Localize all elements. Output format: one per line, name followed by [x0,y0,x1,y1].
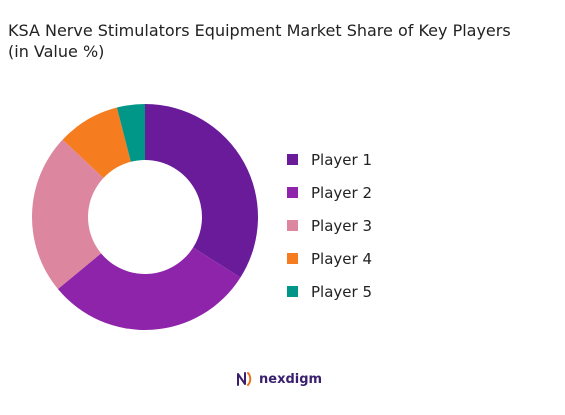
legend-swatch-player-1 [287,154,298,165]
legend-swatch-player-5 [287,286,298,297]
legend-item-player-3: Player 3 [287,209,372,242]
legend-label-player-1: Player 1 [311,150,372,169]
chart-title-line-2: (in Value %) [8,42,105,61]
legend-swatch-player-4 [287,253,298,264]
donut-slice-player-1 [145,104,258,278]
legend-label-player-3: Player 3 [311,216,372,235]
brand-logo: nexdigm [235,371,322,387]
donut-slice-player-4 [62,107,131,178]
legend-label-player-2: Player 2 [311,183,372,202]
legend-item-player-4: Player 4 [287,242,372,275]
legend-swatch-player-3 [287,220,298,231]
donut-slice-player-5 [116,104,145,162]
donut-slice-player-3 [32,139,104,290]
brand-name: nexdigm [259,371,323,387]
legend-item-player-5: Player 5 [287,275,372,308]
legend-item-player-2: Player 2 [287,176,372,209]
legend-swatch-player-2 [287,187,298,198]
legend-item-player-1: Player 1 [287,143,372,176]
nexdigm-logo-icon [237,372,252,386]
legend-label-player-4: Player 4 [311,249,372,268]
chart-legend: Player 1 Player 2 Player 3 Player 4 Play… [287,143,372,308]
donut-slice-player-2 [57,247,241,330]
chart-title-line-1: KSA Nerve Stimulators Equipment Market S… [8,21,511,40]
chart-title: KSA Nerve Stimulators Equipment Market S… [8,20,548,62]
legend-label-player-5: Player 5 [311,282,372,301]
